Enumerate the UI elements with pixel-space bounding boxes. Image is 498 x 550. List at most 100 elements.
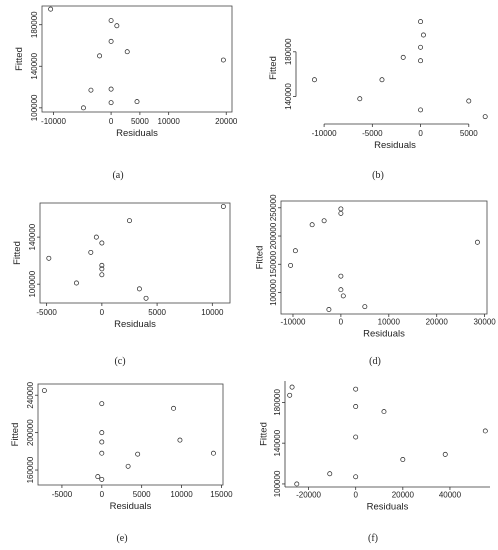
y-tick-label: 100000 [30, 94, 39, 121]
data-point [289, 384, 295, 390]
data-point [99, 272, 105, 278]
data-point [99, 476, 105, 482]
data-point [108, 18, 114, 23]
scatter-panel-6: -20000 0 20000 40000 100000 140000 180000 Resid… [259, 381, 490, 544]
data-point [379, 77, 385, 83]
data-point [220, 57, 226, 63]
y-axis-title: Fitted [14, 47, 25, 71]
scatter-panel-1: -10000 0 5000 10000 20000 100000 140000 180000 R… [14, 5, 238, 181]
data-point [74, 280, 79, 286]
x-tick-label: 15000 [210, 490, 233, 499]
panel-label: (d) [369, 356, 381, 367]
x-tick-label: 5000 [133, 490, 151, 499]
data-point [338, 287, 344, 293]
y-tick-label: 140000 [284, 83, 293, 110]
data-point [136, 286, 142, 292]
data-point [177, 437, 183, 443]
x-tick-label: 0 [418, 129, 423, 138]
data-point [46, 255, 52, 261]
data-point [108, 38, 114, 44]
data-point [442, 451, 448, 457]
x-axis-title: Residuals [114, 319, 156, 330]
data-point [125, 463, 131, 469]
y-tick-label: 100000 [273, 470, 282, 497]
x-tick-label: 10000 [201, 308, 224, 317]
x-tick-label: -20000 [296, 491, 321, 500]
data-point [48, 6, 54, 12]
data-point [143, 295, 149, 301]
data-point [418, 58, 424, 64]
data-point [474, 239, 480, 245]
data-point [99, 439, 105, 445]
data-point [338, 206, 344, 212]
x-tick-label: 0 [353, 491, 358, 500]
data-point [340, 293, 346, 299]
data-point [418, 107, 424, 113]
x-tick-label: 5000 [460, 129, 478, 138]
data-point [99, 266, 105, 272]
panel-label: (f) [368, 533, 378, 544]
x-axis-title: Residuals [110, 501, 152, 512]
data-point [108, 86, 114, 92]
y-tick-label: 140000 [30, 52, 39, 79]
data-point [292, 248, 298, 254]
data-point [287, 392, 293, 398]
data-point [353, 386, 359, 392]
data-point [134, 99, 140, 105]
y-tick-label: 180000 [273, 389, 282, 416]
scatter-panel-3: -5000 0 5000 10000 100000 140000 Residuals Fitt… [12, 202, 231, 367]
data-point [95, 474, 101, 480]
y-axis-title: Fitted [10, 423, 21, 447]
data-point [114, 23, 120, 29]
data-point [41, 388, 47, 393]
x-tick-label: 0 [100, 308, 105, 317]
y-tick-label: 180000 [284, 38, 293, 65]
x-tick-label: 10000 [158, 117, 181, 126]
data-point [327, 471, 333, 477]
data-point [88, 249, 94, 255]
y-axis-title: Fitted [255, 246, 266, 270]
data-point [99, 430, 105, 436]
data-point [338, 210, 344, 216]
data-point [357, 96, 363, 102]
data-point [171, 405, 177, 411]
panel-label: (b) [372, 170, 384, 181]
data-point [88, 87, 94, 93]
scatter-panel-5: -5000 0 5000 10000 15000 160000 200000 240000 Re… [10, 381, 233, 544]
data-point [288, 262, 294, 268]
data-point [321, 218, 327, 224]
data-point [294, 481, 300, 487]
data-point [220, 204, 226, 209]
data-point [482, 428, 488, 434]
data-point [99, 240, 105, 246]
data-point [400, 457, 406, 462]
x-tick-label: -10000 [312, 129, 337, 138]
data-point [353, 474, 359, 480]
data-point [418, 19, 424, 25]
y-tick-label: 200000 [269, 222, 278, 249]
y-tick-label: 150000 [269, 250, 278, 277]
data-point [93, 234, 99, 240]
data-point [466, 98, 472, 104]
data-point [312, 77, 317, 83]
x-tick-label: 0 [109, 117, 114, 126]
data-point [362, 304, 368, 310]
data-point [81, 105, 86, 111]
x-tick-label: 10000 [170, 490, 193, 499]
x-tick-label: 20000 [215, 117, 238, 126]
plot-frame [280, 200, 488, 315]
data-point [381, 409, 387, 415]
data-point [210, 450, 216, 456]
x-tick-label: 5000 [131, 117, 149, 126]
y-axis-title: Fitted [268, 56, 279, 80]
data-point [482, 114, 488, 120]
x-tick-label: 20000 [426, 318, 449, 327]
data-point [400, 54, 406, 60]
x-tick-label: -5000 [362, 129, 383, 138]
plot-frame [41, 5, 233, 113]
data-point [421, 32, 426, 38]
x-tick-label: 10000 [378, 318, 401, 327]
data-point [353, 404, 359, 409]
x-axis-title: Residuals [363, 329, 405, 340]
